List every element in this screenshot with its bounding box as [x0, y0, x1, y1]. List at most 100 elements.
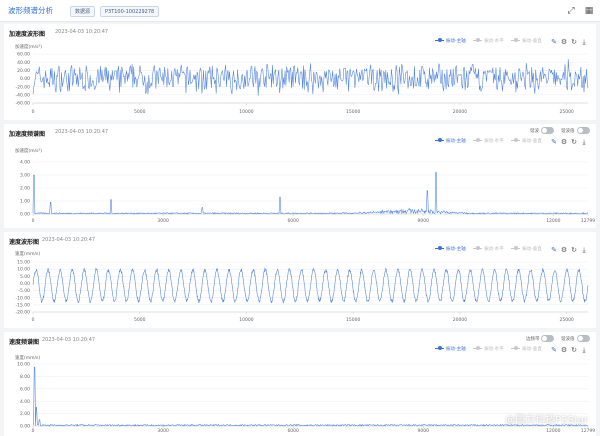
legend-item-main[interactable]: 振动-主轴 [435, 138, 466, 146]
chart-toolbar: ✎ ⚙ ↻ ⤓ [549, 37, 589, 47]
panel-title: 速度波形图 [9, 239, 40, 246]
x-tick-label: 20000 [453, 109, 467, 115]
harmonic-toggle[interactable] [577, 127, 590, 134]
y-tick-label: -5.00 [18, 288, 30, 294]
layout-icon[interactable]: ▦ [584, 6, 594, 16]
refresh-icon[interactable]: ↻ [571, 138, 577, 146]
x-tick-label: 0 [32, 428, 35, 434]
watermark: @国方科技P2Star [505, 415, 588, 426]
x-tick-label: 9000 [418, 428, 430, 434]
source-tag[interactable]: 数据源 [70, 6, 96, 17]
x-tick-label: 9000 [418, 218, 430, 224]
edit-icon[interactable]: ✎ [551, 138, 557, 146]
peak-toggle[interactable] [541, 127, 554, 134]
y-tick-label: 3.00 [20, 173, 30, 179]
gear-icon[interactable]: ⚙ [560, 138, 568, 146]
refresh-icon[interactable]: ↻ [571, 38, 577, 46]
y-axis-label: 加速度(m/s²) [15, 45, 43, 50]
y-tick-label: 5.00 [20, 274, 30, 280]
sideband-toggle[interactable] [541, 335, 554, 342]
gear-icon[interactable]: ⚙ [560, 246, 568, 254]
refresh-icon[interactable]: ↻ [571, 246, 577, 254]
legend-item-vertical[interactable]: 振动-垂直 [511, 246, 542, 254]
chart-toolbar: ✎ ⚙ ↻ ⤓ [549, 245, 589, 255]
panel-title: 加速度波形图 [9, 31, 46, 38]
download-icon[interactable]: ⤓ [582, 246, 586, 254]
y-tick-label: -60.00 [15, 101, 30, 107]
x-tick-label: 3000 [157, 218, 169, 224]
expand-icon[interactable]: ⤢ [567, 6, 575, 16]
toggle-label-harmonic: 谐波值 [561, 129, 575, 134]
legend-item-main[interactable]: 振动-主轴 [435, 246, 466, 254]
x-tick-label: 15000 [346, 109, 360, 115]
y-tick-label: -10.00 [15, 295, 30, 301]
legend-item-horizontal[interactable]: 振动-水平 [473, 346, 504, 354]
download-icon[interactable]: ⤓ [582, 138, 586, 146]
panel-title: 速度频谱图 [9, 339, 40, 346]
accel-spectrum-chart: 4.00 3.00 2.00 1.00 0.000 3000 6000 9000 12000 12… [20, 160, 595, 224]
y-tick-label: 1.00 [20, 199, 30, 205]
x-tick-label: 3000 [157, 428, 169, 434]
legend-item-horizontal[interactable]: 振动-水平 [473, 246, 504, 254]
x-tick-label: 0 [32, 317, 35, 323]
legend-item-horizontal[interactable]: 振动-水平 [473, 38, 504, 46]
panel-date: 2023-04-03 10:20:47 [55, 29, 109, 35]
y-tick-label: 0.00 [20, 212, 30, 218]
device-id-tag[interactable]: P3T100-100229278 [100, 6, 160, 17]
x-tick-label: 15000 [346, 317, 360, 323]
x-tick-label: 12000 [546, 218, 560, 224]
legend-item-horizontal[interactable]: 振动-水平 [473, 138, 504, 146]
x-tick-label: 5000 [134, 109, 146, 115]
y-tick-label: 4.00 [20, 160, 30, 166]
edit-icon[interactable]: ✎ [551, 346, 557, 354]
y-tick-label: 2.00 [20, 411, 30, 417]
y-tick-label: 2.00 [20, 186, 30, 192]
gear-icon[interactable]: ⚙ [560, 346, 568, 354]
series-line [32, 267, 589, 304]
edit-icon[interactable]: ✎ [551, 38, 557, 46]
legend-item-vertical[interactable]: 振动-垂直 [511, 346, 542, 354]
panel-title: 加速度频谱图 [9, 131, 46, 138]
x-tick-label: 25000 [559, 317, 573, 323]
velocity-spectrum-chart: 10.00 8.00 6.00 4.00 2.00 0.000 3000 6000 9000 12… [17, 362, 595, 434]
y-tick-label: 6.00 [20, 386, 30, 392]
panel-date: 2023-04-03 10:20:47 [42, 337, 96, 343]
y-tick-label: 10.00 [17, 267, 30, 273]
y-tick-label: -20.00 [15, 84, 30, 90]
y-tick-label: 0.00 [20, 76, 30, 82]
harmonic-toggle[interactable] [577, 335, 590, 342]
edit-icon[interactable]: ✎ [551, 246, 557, 254]
x-tick-label: 10000 [239, 317, 253, 323]
series-line [32, 366, 589, 427]
x-tick-label: 25000 [559, 109, 573, 115]
legend-item-vertical[interactable]: 振动-垂直 [511, 138, 542, 146]
download-icon[interactable]: ⤓ [582, 346, 586, 354]
legend-item-main[interactable]: 振动-主轴 [435, 38, 466, 46]
y-tick-label: -40.00 [15, 92, 30, 98]
y-tick-label: 60.00 [17, 52, 30, 58]
x-tick-label: 12799 [581, 218, 595, 224]
x-tick-label: 0 [32, 218, 35, 224]
y-tick-label: -20.00 [15, 310, 30, 316]
legend-item-main[interactable]: 振动-主轴 [435, 346, 466, 354]
series-line [32, 59, 589, 96]
toggle-label-sideband: 边频带 [526, 337, 540, 342]
chart-legend: 振动-主轴 振动-水平 振动-垂直 [429, 346, 542, 354]
gear-icon[interactable]: ⚙ [560, 38, 568, 46]
legend-item-vertical[interactable]: 振动-垂直 [511, 38, 542, 46]
page-title: 波形频谱分析 [8, 6, 53, 15]
accel-waveform-panel: 加速度波形图 2023-04-03 10:20:47 振动-主轴 振动-水平 振… [4, 24, 596, 120]
x-tick-label: 12000 [546, 428, 560, 434]
chart-toolbar: ✎ ⚙ ↻ ⤓ [549, 137, 589, 147]
y-tick-label: 15.00 [17, 260, 30, 266]
y-tick-label: 8.00 [20, 374, 30, 380]
refresh-icon[interactable]: ↻ [571, 346, 577, 354]
y-tick-label: 0.00 [20, 281, 30, 287]
y-axis-label: 加速度(m/s²) [15, 149, 43, 154]
chart-legend: 振动-主轴 振动-水平 振动-垂直 [429, 246, 542, 254]
y-tick-label: 10.00 [17, 362, 30, 368]
download-icon[interactable]: ⤓ [582, 38, 586, 46]
panel-date: 2023-04-03 10:20:47 [55, 129, 109, 135]
x-tick-label: 10000 [239, 109, 253, 115]
